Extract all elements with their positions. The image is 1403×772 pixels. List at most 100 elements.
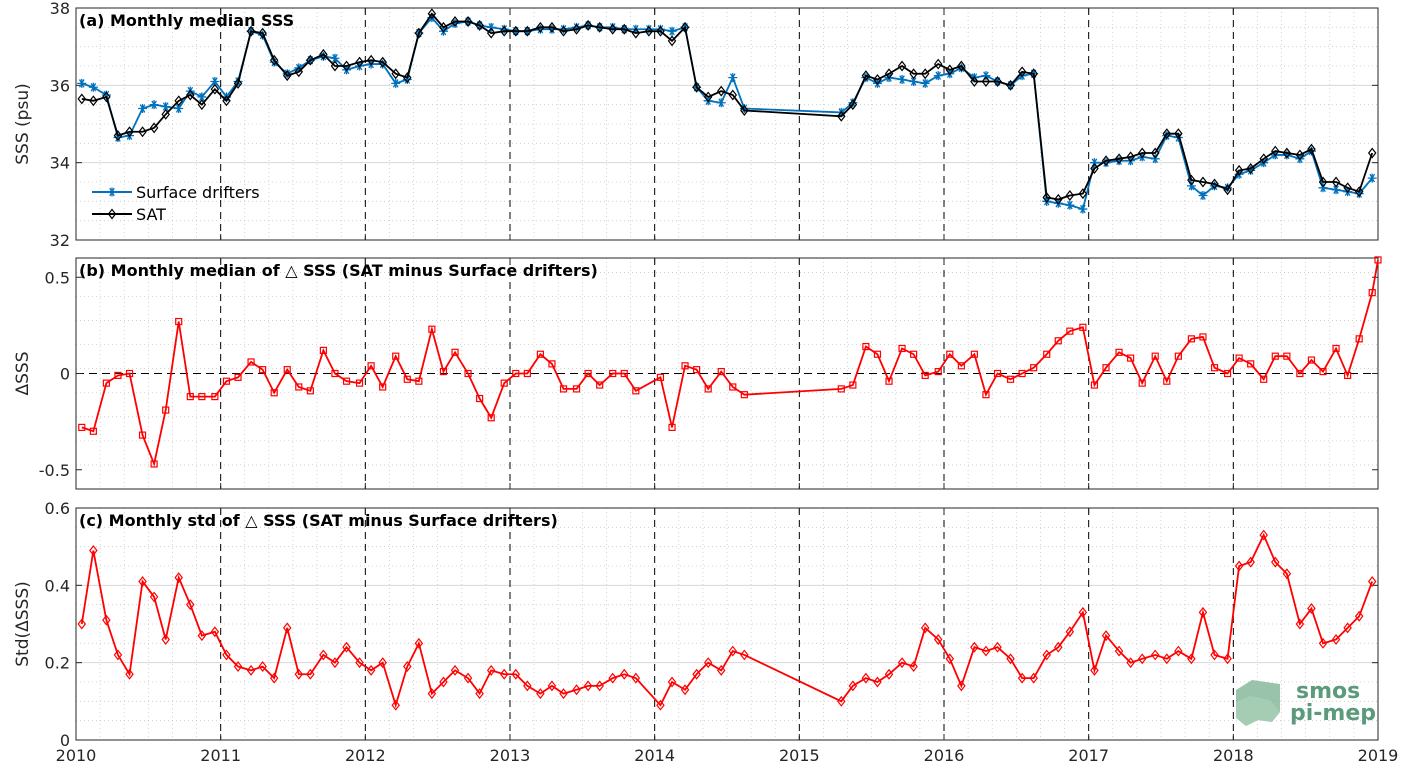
data-point [1163,377,1171,385]
data-point [1331,176,1341,188]
data-point [993,75,1002,87]
data-point [1029,672,1038,684]
data-point [391,699,400,711]
y-tick-label: 34 [50,154,70,173]
data-point [1090,381,1099,389]
data-point [150,460,158,468]
x-tick-label: 2017 [1068,746,1109,765]
data-point [1150,147,1160,159]
data-point [559,688,568,700]
data-point [77,93,87,105]
data-point [631,27,641,39]
data-point [88,82,98,92]
data-point [1355,335,1363,343]
data-point [656,25,665,37]
data-point [197,630,207,642]
data-point [1368,289,1376,297]
data-point [1259,529,1268,541]
data-point [258,27,267,39]
data-point [920,68,930,80]
data-point [884,668,894,680]
data-point [910,350,918,358]
data-point [740,391,748,399]
data-point [186,599,195,611]
data-point [1065,190,1075,202]
data-point [403,661,412,673]
data-point [174,104,184,114]
data-point [1295,149,1305,161]
data-point [1138,379,1146,387]
data-point [1090,162,1099,174]
data-point [667,676,677,688]
data-point [1343,182,1352,194]
data-point [174,572,183,584]
series-line [80,532,1374,709]
data-point [342,60,351,72]
data-point [439,367,448,376]
data-point [269,672,279,684]
data-point [957,60,966,72]
data-point [499,25,509,37]
data-point [269,57,279,67]
x-tick-label: 2013 [490,746,531,765]
data-point [1078,188,1088,200]
data-point [680,684,690,696]
data-point [269,54,279,66]
data-point [1354,186,1364,198]
logo-line1: smos [1296,679,1360,704]
data-point [138,575,147,587]
data-point [355,56,364,68]
data-point [1235,354,1243,362]
data-point [1187,174,1196,186]
data-point [1295,618,1305,630]
data-point [113,130,123,142]
data-point [1223,653,1232,665]
data-point [512,369,520,378]
data-point [1078,204,1088,214]
data-point [945,64,955,76]
data-point [210,76,220,86]
x-tick-label: 2016 [924,746,965,765]
data-point [572,22,582,32]
data-point [450,18,460,28]
data-point [414,637,424,649]
data-point [584,369,592,378]
data-point [427,688,437,700]
data-point [848,680,858,692]
data-point [1367,575,1377,587]
data-point [162,406,170,414]
x-tick-label: 2010 [56,746,97,765]
data-point [270,389,278,397]
data-point [222,95,231,107]
data-point [186,89,195,101]
data-point [1006,375,1015,383]
data-point [680,21,690,33]
data-point [403,72,412,84]
data-point [920,622,930,634]
panel-title: (b) Monthly median of △ SSS (SAT minus S… [79,261,598,280]
data-point [1187,653,1196,665]
legend-entry: SAT [136,205,166,224]
data-point [149,122,159,134]
data-point [1030,364,1038,372]
data-point [174,95,183,107]
data-point [1307,603,1316,615]
data-point [1319,367,1327,376]
x-tick-label: 2012 [345,746,386,765]
data-point [1223,184,1232,196]
data-point [366,54,376,66]
legend-entry: Surface drifters [136,183,260,202]
y-tick-label: 0 [60,731,70,750]
series-line [81,259,1379,468]
data-point [861,672,871,684]
data-point [981,75,991,87]
data-point [885,377,893,385]
data-point [450,664,460,676]
data-point [306,54,315,66]
data-point [107,187,117,197]
data-point [222,377,231,385]
data-point [909,76,919,86]
data-point [451,348,459,356]
data-point [862,342,870,351]
